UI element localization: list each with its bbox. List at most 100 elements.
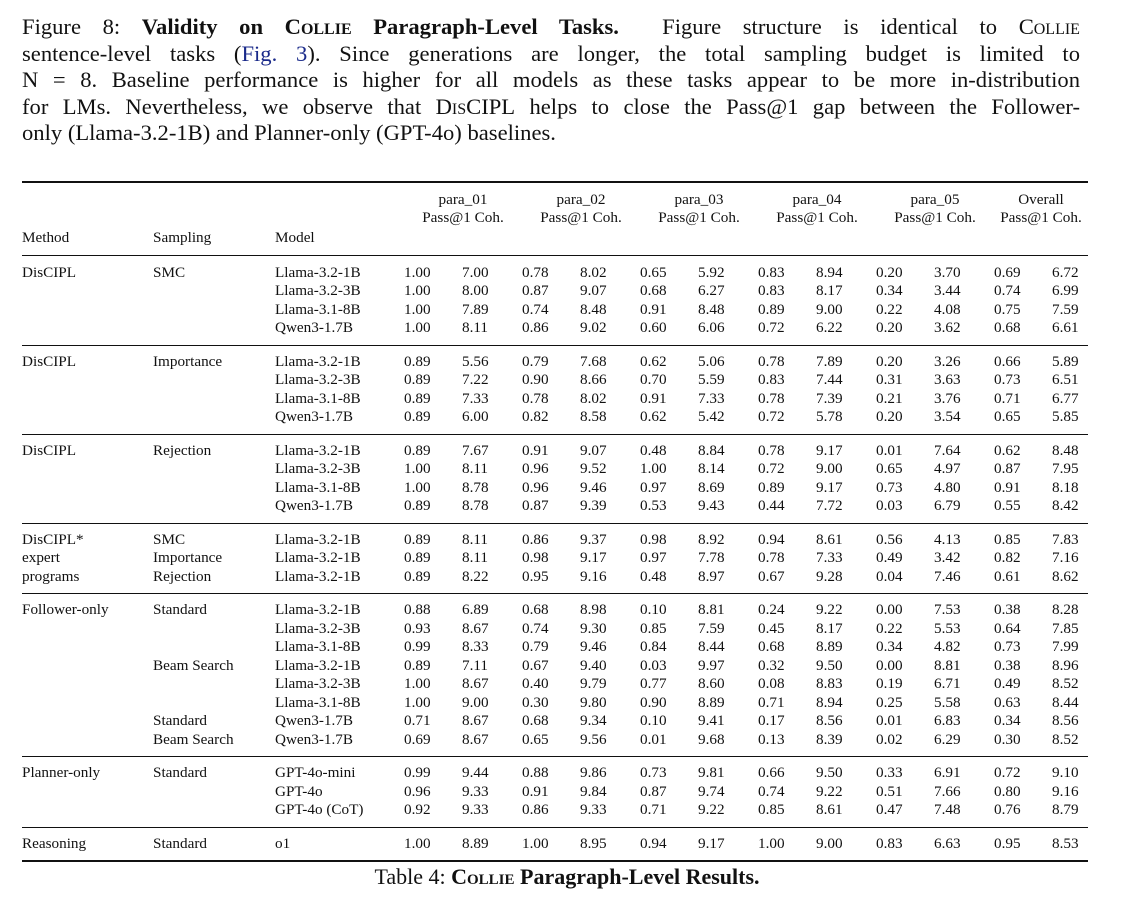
sampling-cell: Standard (153, 712, 207, 729)
pass-at-1-cell: 0.24 (758, 593, 816, 620)
figure-ref-link[interactable]: Fig. 3 (241, 40, 308, 66)
sampling-header: Sampling (153, 227, 275, 256)
pass-at-1-cell: 0.89 (758, 478, 785, 496)
method-cell (22, 460, 153, 479)
model-cell: Llama-3.1-8B (275, 638, 361, 655)
coherence-cell: 9.33 (462, 782, 489, 800)
table-row: Planner-only Standard GPT-4o-mini 0.99 9.44 0… (22, 756, 1088, 783)
coherence-cell: 5.85 (1052, 408, 1079, 425)
pass-at-1-cell: 0.89 (758, 300, 785, 318)
sampling-cell (153, 801, 275, 827)
table-row: Llama-3.1-8B 1.00 9.00 0.30 9.80 0.90 8.89 0.71… (22, 694, 1088, 713)
pass-at-1-cell: 0.89 (404, 497, 431, 514)
pass-at-1-cell: 0.65 (994, 408, 1021, 425)
coherence-cell: 9.37 (580, 522, 640, 549)
coherence-cell: 9.07 (580, 433, 640, 460)
pass-at-1-cell: 0.34 (994, 712, 1021, 729)
model-cell: Llama-3.2-3B (275, 282, 361, 299)
coherence-cell: 7.39 (816, 389, 843, 407)
pass-at-1-cell: 1.00 (404, 460, 431, 477)
coherence-cell: 9.44 (462, 756, 522, 783)
coherence-cell: 4.13 (934, 522, 994, 549)
pass-at-1-cell: 0.99 (404, 638, 431, 655)
method-cell (22, 712, 153, 731)
table-row: DisCIPL Rejection Llama-3.2-1B 0.89 7.67 0.91… (22, 433, 1088, 460)
pass-at-1-cell: 0.69 (994, 263, 1021, 281)
pass-at-1-cell: 0.68 (522, 712, 549, 729)
table-row: Follower-only Standard Llama-3.2-1B 0.88 6.8… (22, 593, 1088, 620)
coherence-cell: 8.17 (816, 282, 843, 299)
coherence-cell: 6.99 (1052, 282, 1079, 299)
coherence-cell: 3.44 (934, 282, 961, 299)
pass-at-1-cell: 1.00 (758, 826, 816, 862)
pass-at-1-cell: 0.97 (640, 478, 667, 496)
pass-at-1-cell: 1.00 (404, 282, 431, 299)
method-cell: DisCIPL (22, 433, 153, 460)
coherence-cell: 8.58 (580, 408, 607, 425)
sampling-cell (153, 282, 275, 301)
pass-at-1-cell: 0.89 (404, 522, 462, 549)
coherence-cell: 9.22 (816, 593, 876, 620)
pass-at-1-cell: 0.08 (758, 675, 785, 692)
method-cell: Planner-only (22, 756, 153, 783)
coherence-cell: 7.85 (1052, 619, 1079, 637)
pass-at-1-cell: 0.74 (522, 300, 549, 318)
method-cell (22, 319, 153, 345)
model-cell: Qwen3-1.7B (275, 319, 354, 336)
coherence-cell: 8.92 (698, 522, 758, 549)
coherence-cell: 8.02 (580, 389, 607, 407)
pass-at-1-cell: 0.74 (994, 282, 1021, 299)
pass-at-1-cell: 0.69 (404, 730, 431, 748)
method-cell: DisCIPL* (22, 522, 153, 549)
coherence-cell: 7.67 (462, 433, 522, 460)
pass-at-1-cell: 0.95 (522, 567, 549, 585)
coherence-cell: 8.52 (1052, 675, 1079, 692)
pass-at-1-cell: 0.89 (404, 567, 431, 585)
table-row: DisCIPL Importance Llama-3.2-1B 0.89 5.56 0.7… (22, 344, 1088, 371)
sampling-cell (153, 460, 275, 479)
pass-at-1-cell: 0.72 (758, 460, 785, 477)
pass-at-1-cell: 0.01 (876, 712, 903, 729)
pass-at-1-cell: 0.72 (758, 408, 785, 425)
table-row: Llama-3.2-3B 1.00 8.00 0.87 9.07 0.68 6.27 0.83… (22, 282, 1088, 301)
table-row: Qwen3-1.7B 0.89 6.00 0.82 8.58 0.62 5.42 0.72 5.… (22, 408, 1088, 434)
coherence-cell: 9.00 (816, 826, 876, 862)
model-cell: Llama-3.2-3B (275, 460, 361, 477)
pass-at-1-cell: 0.82 (994, 549, 1021, 566)
pass-at-1-cell: 0.77 (640, 675, 667, 692)
coherence-cell: 9.43 (698, 497, 725, 514)
sub-header: Pass@1 Coh. (540, 209, 622, 226)
pass-at-1-cell: 0.49 (994, 675, 1021, 692)
coherence-cell: 7.46 (934, 567, 961, 585)
coherence-cell: 9.16 (580, 567, 607, 585)
pass-at-1-cell: 0.68 (994, 319, 1021, 336)
pass-at-1-cell: 0.96 (522, 478, 549, 496)
group-header: para_04 (758, 181, 876, 209)
coherence-cell: 8.69 (698, 478, 725, 496)
coherence-cell: 9.79 (580, 675, 607, 692)
pass-at-1-cell: 0.34 (876, 282, 903, 299)
coherence-cell: 9.30 (580, 619, 607, 637)
pass-at-1-cell: 0.78 (758, 433, 816, 460)
pass-at-1-cell: 0.67 (758, 567, 785, 585)
column-header-row: Method Sampling Model (22, 227, 1088, 256)
model-cell: Llama-3.2-1B (275, 656, 361, 674)
pass-at-1-cell: 0.91 (994, 478, 1021, 496)
pass-at-1-cell: 0.75 (994, 300, 1021, 318)
coherence-cell: 8.81 (934, 656, 961, 674)
sampling-cell (153, 479, 275, 498)
table-row: Beam Search Llama-3.2-1B 0.89 7.11 0.67 9.40 0… (22, 657, 1088, 676)
pass-at-1-cell: 0.85 (994, 522, 1052, 549)
coherence-cell: 9.07 (580, 282, 607, 299)
coherence-cell: 6.29 (934, 730, 961, 748)
coherence-cell: 8.61 (816, 522, 876, 549)
pass-at-1-cell: 0.83 (758, 282, 785, 299)
coherence-cell: 4.82 (934, 638, 961, 655)
coherence-cell: 9.39 (580, 497, 607, 514)
coherence-cell: 8.48 (698, 300, 725, 318)
coherence-cell: 9.22 (816, 782, 843, 800)
method-cell (22, 694, 153, 713)
pass-at-1-cell: 0.72 (994, 756, 1052, 783)
sampling-cell: Standard (153, 826, 275, 862)
model-cell: GPT-4o-mini (275, 756, 404, 783)
